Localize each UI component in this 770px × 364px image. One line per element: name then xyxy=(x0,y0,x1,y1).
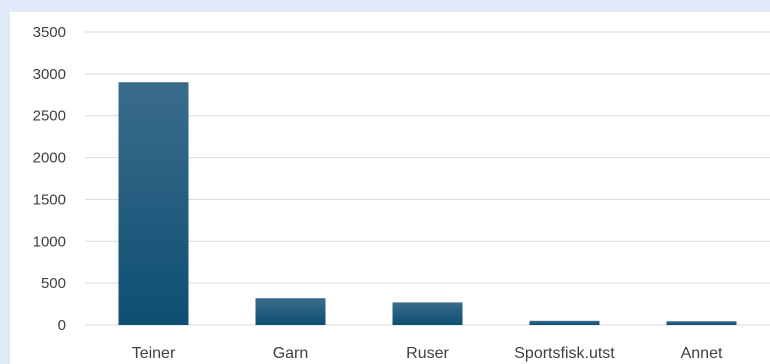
y-tick-label: 1500 xyxy=(33,191,66,208)
y-tick-label: 3500 xyxy=(33,24,66,41)
x-category-label: Sportsfisk.utst xyxy=(514,345,615,362)
y-tick-label: 0 xyxy=(58,317,66,334)
chart-panel: 0 500 1000 1500 2000 2500 3000 3500 Teiner Garn R… xyxy=(10,12,770,364)
gridlines xyxy=(85,31,770,326)
y-tick-label: 500 xyxy=(41,275,66,292)
y-tick-label: 1000 xyxy=(33,233,66,250)
y-axis-ticks: 0 500 1000 1500 2000 2500 3000 3500 xyxy=(33,24,66,334)
x-category-label: Ruser xyxy=(406,345,449,362)
x-category-label: Teiner xyxy=(132,345,176,362)
y-tick-label: 2000 xyxy=(33,150,66,167)
x-axis-labels: Teiner Garn Ruser Sportsfisk.utst Annet xyxy=(132,345,723,362)
y-tick-label: 2500 xyxy=(33,108,66,125)
bar-teiner xyxy=(118,82,189,325)
bar-ruser xyxy=(392,302,463,325)
bar-chart: 0 500 1000 1500 2000 2500 3000 3500 Teiner Garn R… xyxy=(33,24,770,362)
x-category-label: Annet xyxy=(681,345,723,362)
y-tick-label: 3000 xyxy=(33,66,66,83)
bar-sportsfisk-utst xyxy=(529,320,600,325)
x-category-label: Garn xyxy=(273,345,309,362)
bar-garn xyxy=(255,298,326,325)
bar-annet xyxy=(666,321,737,325)
bars xyxy=(118,82,737,325)
